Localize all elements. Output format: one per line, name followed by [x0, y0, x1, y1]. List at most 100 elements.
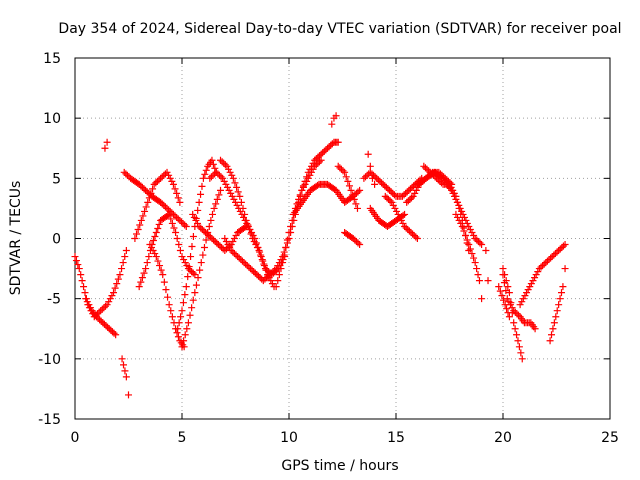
- data-point: [197, 259, 205, 267]
- data-point: [230, 195, 238, 203]
- data-point: [125, 391, 132, 399]
- data-point: [251, 269, 259, 277]
- data-point: [334, 162, 342, 170]
- data-point: [164, 211, 172, 219]
- data-point: [496, 287, 504, 295]
- data-point: [176, 247, 184, 255]
- data-point: [266, 271, 274, 279]
- data-point: [167, 215, 175, 223]
- data-point: [314, 159, 322, 167]
- data-point: [198, 225, 206, 233]
- data-point: [189, 269, 197, 277]
- data-point: [396, 213, 404, 221]
- series-t32: [546, 265, 569, 345]
- data-point: [180, 256, 188, 264]
- data-point: [410, 182, 418, 190]
- data-point: [452, 192, 460, 200]
- data-point: [211, 238, 219, 246]
- data-point: [317, 150, 325, 158]
- data-point: [145, 253, 153, 261]
- data-point: [526, 283, 534, 291]
- series-t33: [495, 283, 513, 321]
- data-point: [162, 286, 170, 294]
- data-point: [460, 227, 468, 235]
- data-point: [368, 170, 376, 178]
- data-point: [217, 173, 225, 181]
- data-point: [83, 298, 91, 306]
- data-point: [163, 168, 171, 176]
- data-point: [398, 192, 406, 200]
- series-t4: [118, 355, 132, 399]
- data-point: [468, 228, 476, 236]
- data-point: [168, 313, 176, 321]
- data-point: [217, 156, 225, 164]
- data-point: [165, 301, 173, 309]
- data-point: [431, 173, 439, 181]
- data-point: [207, 173, 215, 181]
- data-point: [87, 304, 95, 312]
- data-point: [100, 320, 108, 328]
- data-point: [212, 200, 220, 208]
- data-point: [534, 268, 542, 276]
- data-point: [304, 174, 312, 182]
- data-point: [433, 174, 441, 182]
- data-point: [465, 222, 473, 230]
- data-point: [131, 235, 139, 242]
- data-point: [495, 283, 503, 291]
- data-point: [151, 232, 159, 240]
- data-point: [271, 266, 279, 274]
- data-point: [547, 254, 555, 262]
- data-point: [192, 216, 200, 224]
- data-point: [179, 299, 187, 307]
- data-point: [213, 195, 221, 203]
- data-point: [177, 218, 185, 226]
- data-point: [159, 271, 167, 279]
- data-point: [551, 250, 559, 258]
- data-point: [202, 236, 210, 244]
- data-point: [517, 349, 525, 357]
- data-point: [82, 295, 90, 303]
- data-point: [221, 247, 229, 255]
- data-point: [135, 180, 143, 188]
- data-point: [206, 233, 214, 241]
- data-point: [403, 198, 411, 206]
- data-point: [353, 204, 361, 212]
- data-point: [466, 245, 474, 253]
- data-point: [360, 174, 368, 182]
- data-point: [215, 191, 223, 199]
- data-point: [177, 313, 185, 321]
- data-point: [354, 188, 362, 196]
- data-point: [279, 253, 287, 261]
- data-point: [184, 273, 192, 281]
- data-point: [179, 219, 187, 227]
- data-point: [158, 200, 166, 208]
- data-point: [514, 337, 522, 345]
- data-point: [429, 171, 437, 179]
- data-point: [148, 244, 156, 252]
- data-point: [504, 309, 512, 317]
- data-point: [447, 183, 455, 191]
- data-point: [105, 298, 113, 306]
- data-point: [225, 186, 233, 194]
- data-point: [352, 238, 360, 246]
- data-point: [198, 182, 206, 190]
- data-point: [306, 171, 314, 179]
- data-point: [97, 317, 105, 325]
- data-point: [376, 177, 384, 185]
- data-point: [391, 204, 399, 212]
- data-point: [242, 216, 250, 224]
- data-point: [473, 265, 481, 273]
- data-point: [387, 188, 395, 196]
- data-point: [197, 224, 205, 232]
- data-point: [539, 262, 547, 270]
- data-point: [247, 230, 255, 238]
- data-point: [157, 266, 165, 274]
- data-point: [222, 245, 230, 253]
- data-point: [176, 216, 184, 224]
- data-point: [362, 173, 370, 181]
- data-point: [168, 177, 176, 185]
- data-point: [516, 301, 524, 309]
- y-tick-label: 0: [52, 232, 61, 248]
- data-point: [261, 265, 269, 273]
